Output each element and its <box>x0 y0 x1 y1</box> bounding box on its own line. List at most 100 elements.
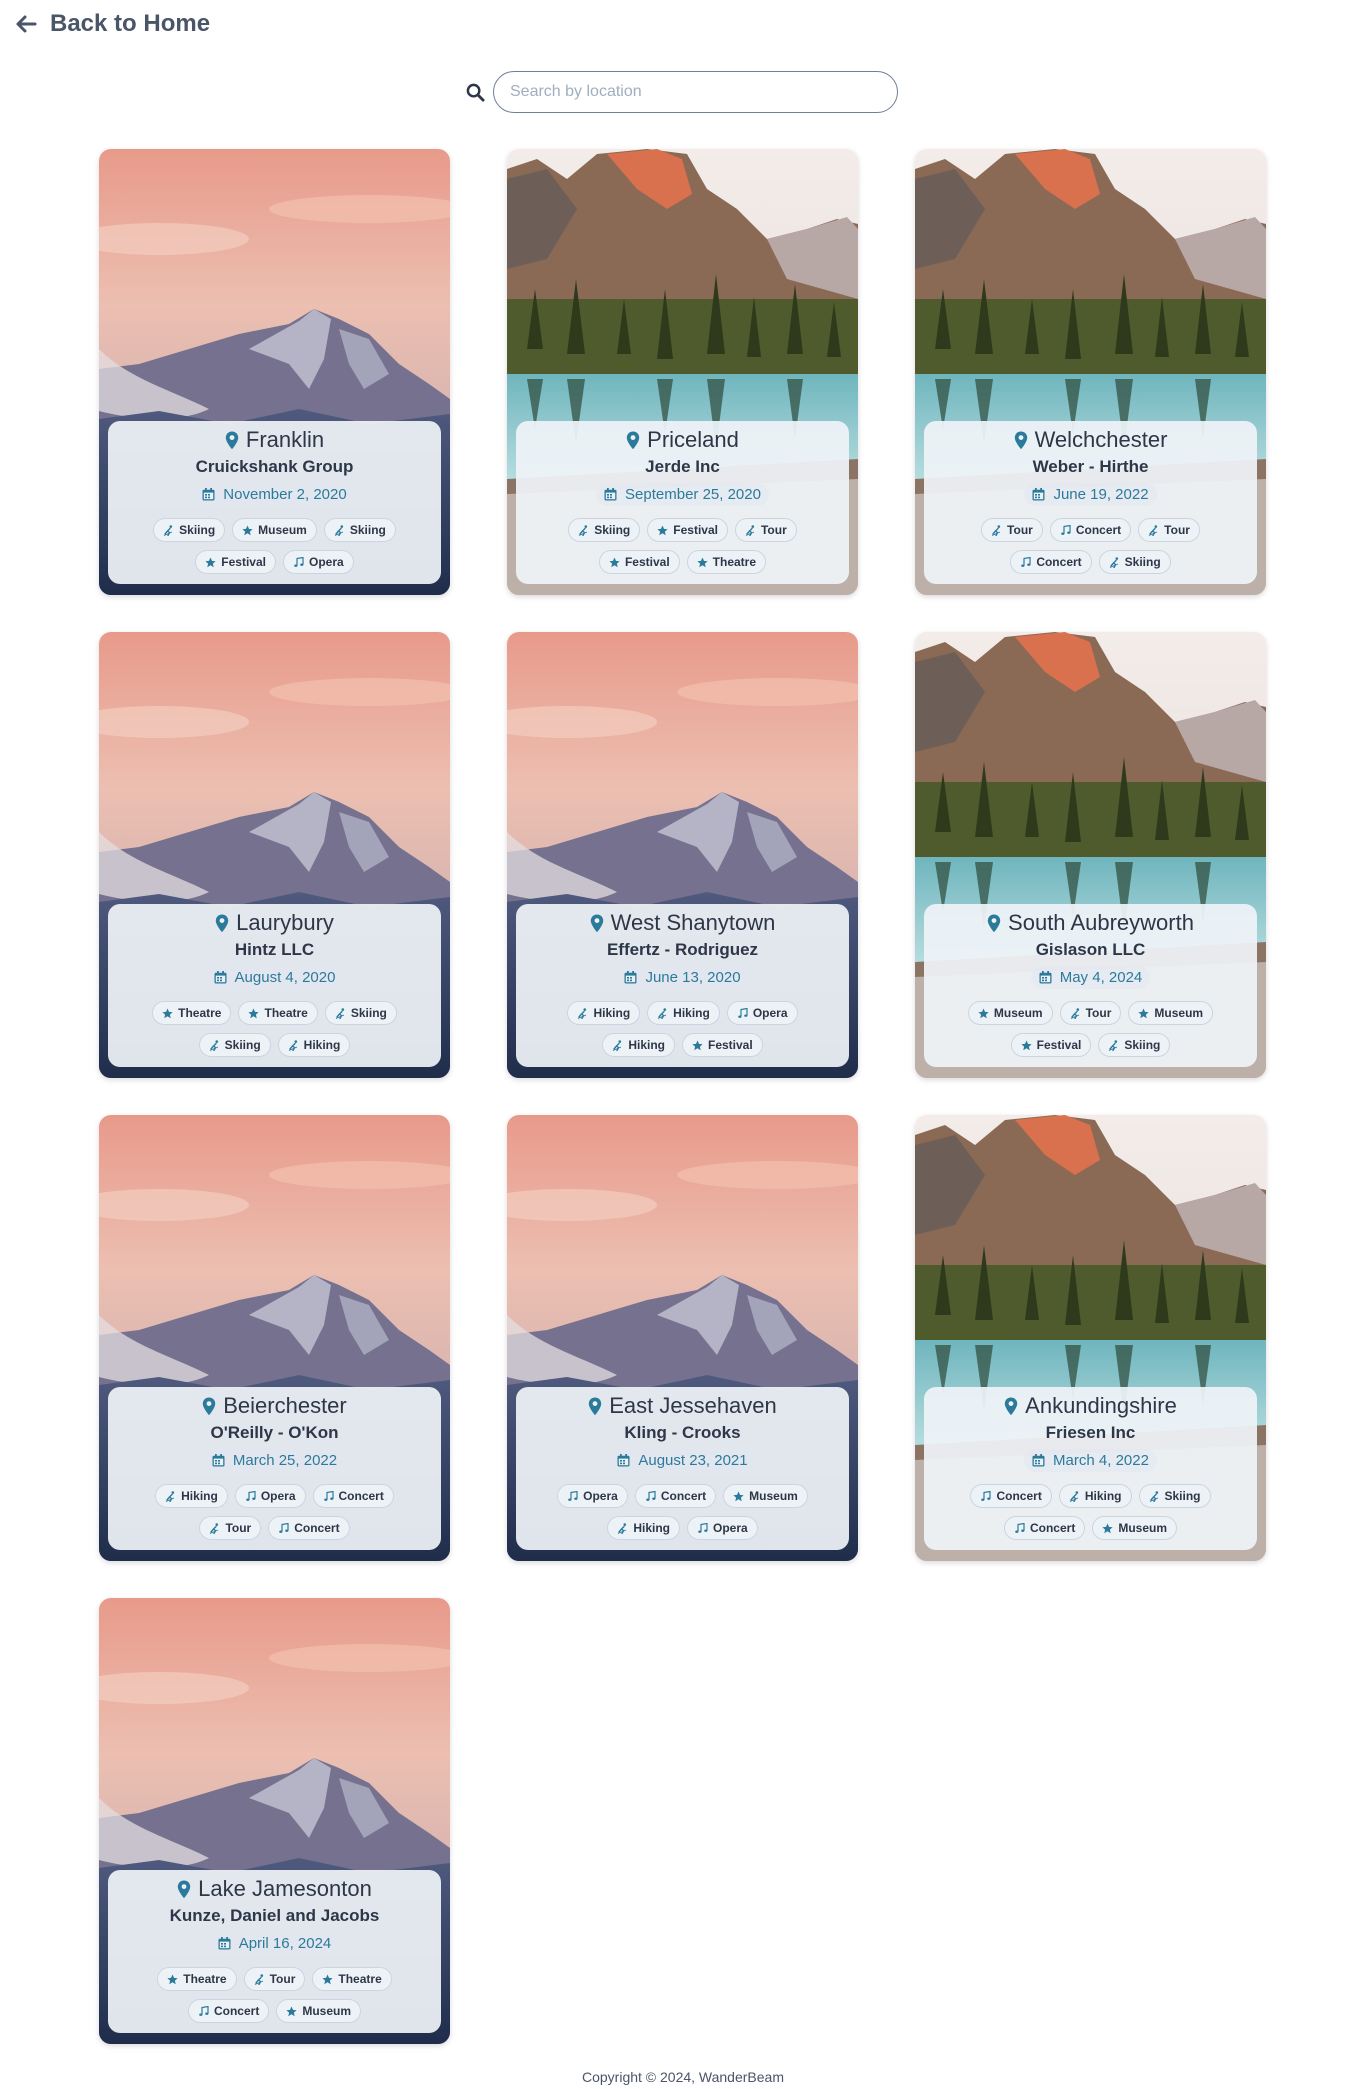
back-to-home-link[interactable]: Back to Home <box>14 10 210 38</box>
destination-card[interactable]: West Shanytown Effertz - Rodriguez June … <box>507 632 858 1078</box>
music-note-icon <box>199 2005 209 2016</box>
music-note-icon <box>568 1490 578 1501</box>
activity-tag[interactable]: Hiking <box>1058 1484 1132 1508</box>
activity-tag[interactable]: Tour <box>199 1516 262 1540</box>
destination-card[interactable]: Welchchester Weber - Hirthe June 19, 202… <box>915 149 1266 595</box>
activity-tag[interactable]: Hiking <box>277 1033 351 1057</box>
activity-tag[interactable]: Opera <box>726 1001 798 1025</box>
activity-tag[interactable]: Hiking <box>647 1001 720 1025</box>
activity-tag[interactable]: Theatre <box>238 1001 318 1025</box>
music-note-icon <box>279 1522 289 1533</box>
activity-tag[interactable]: Hiking <box>155 1484 228 1508</box>
activity-tag[interactable]: Tour <box>981 518 1043 542</box>
activity-tag-label: Tour <box>1007 523 1033 537</box>
destination-card[interactable]: Beierchester O'Reilly - O'Kon March 25, … <box>99 1115 450 1561</box>
activity-tag[interactable]: Skiing <box>153 518 226 542</box>
activity-tag[interactable]: Skiing <box>324 1001 397 1025</box>
activity-tag-label: Hiking <box>628 1038 665 1052</box>
activity-tag[interactable]: Opera <box>557 1484 628 1508</box>
activity-tag[interactable]: Festival <box>647 518 728 542</box>
activity-tag[interactable]: Museum <box>1092 1516 1178 1540</box>
destination-card[interactable]: Priceland Jerde Inc September 25, 2020 S… <box>507 149 858 595</box>
activity-tag-label: Hiking <box>303 1038 341 1052</box>
star-icon <box>167 1974 178 1984</box>
activity-tag[interactable]: Skiing <box>1098 1033 1171 1057</box>
destination-card[interactable]: South Aubreyworth Gislason LLC May 4, 20… <box>915 632 1266 1078</box>
activity-tag[interactable]: Festival <box>1010 1033 1092 1057</box>
activity-tag[interactable]: Opera <box>686 1516 758 1540</box>
location-name: Lake Jamesonton <box>198 1876 372 1901</box>
company-name: Weber - Hirthe <box>1032 457 1149 476</box>
activity-tag[interactable]: Skiing <box>323 518 396 542</box>
activity-tag[interactable]: Tour <box>1138 518 1200 542</box>
activity-tag-label: Museum <box>1118 1521 1168 1535</box>
activity-tag-label: Tour <box>1164 523 1190 537</box>
card-info-panel: Laurybury Hintz LLC August 4, 2020 Theat… <box>108 904 441 1067</box>
destination-card[interactable]: Franklin Cruickshank Group November 2, 2… <box>99 149 450 595</box>
activity-tag[interactable]: Skiing <box>1138 1484 1211 1508</box>
activity-tag[interactable]: Concert <box>970 1484 1052 1508</box>
event-date: March 4, 2022 <box>1024 1449 1157 1472</box>
event-date: August 4, 2020 <box>205 966 344 989</box>
activity-tag[interactable]: Opera <box>283 550 354 574</box>
activity-tag[interactable]: Concert <box>1049 518 1132 542</box>
skier-icon <box>745 524 755 536</box>
activity-tag[interactable]: Theatre <box>312 1967 392 1991</box>
activity-tag[interactable]: Museum <box>276 1999 362 2023</box>
activity-tags: Hiking Hiking Opera Hiking Festival <box>533 1001 833 1057</box>
event-date-text: August 23, 2021 <box>638 1452 748 1469</box>
map-pin-icon <box>225 431 239 449</box>
activity-tag[interactable]: Skiing <box>1098 550 1171 574</box>
activity-tag-label: Concert <box>996 1489 1042 1503</box>
activity-tag[interactable]: Skiing <box>198 1033 271 1057</box>
activity-tag[interactable]: Concert <box>634 1484 717 1508</box>
activity-tag[interactable]: Concert <box>312 1484 394 1508</box>
calendar-icon <box>218 1937 231 1950</box>
activity-tag[interactable]: Tour <box>1059 1001 1122 1025</box>
star-icon <box>733 1491 744 1501</box>
activity-tag[interactable]: Festival <box>195 550 276 574</box>
destination-card[interactable]: Lake Jamesonton Kunze, Daniel and Jacobs… <box>99 1598 450 2044</box>
activity-tag[interactable]: Tour <box>243 1967 306 1991</box>
activity-tag[interactable]: Museum <box>232 518 317 542</box>
search-input[interactable] <box>493 71 898 113</box>
activity-tag-label: Hiking <box>181 1489 218 1503</box>
skier-icon <box>334 524 344 536</box>
activity-tag[interactable]: Tour <box>734 518 797 542</box>
activity-tag-label: Skiing <box>224 1038 261 1052</box>
calendar-icon <box>1039 971 1052 984</box>
activity-tag-label: Tour <box>225 1521 252 1535</box>
activity-tag[interactable]: Hiking <box>607 1516 680 1540</box>
activity-tag-label: Opera <box>260 1489 296 1503</box>
activity-tag[interactable]: Opera <box>234 1484 306 1508</box>
activity-tag[interactable]: Theatre <box>157 1967 237 1991</box>
activity-tag-label: Opera <box>309 555 344 569</box>
activity-tag[interactable]: Theatre <box>686 550 767 574</box>
event-date-text: April 16, 2024 <box>238 1935 332 1952</box>
activity-tag[interactable]: Festival <box>681 1033 763 1057</box>
company-name: Kling - Crooks <box>624 1423 741 1442</box>
activity-tag[interactable]: Museum <box>1128 1001 1214 1025</box>
activity-tag[interactable]: Museum <box>967 1001 1053 1025</box>
card-info-panel: West Shanytown Effertz - Rodriguez June … <box>516 904 849 1067</box>
search-bar <box>466 71 898 113</box>
company-name: Kunze, Daniel and Jacobs <box>169 1906 380 1925</box>
destination-card[interactable]: Ankundingshire Friesen Inc March 4, 2022… <box>915 1115 1266 1561</box>
activity-tag[interactable]: Concert <box>187 1999 270 2023</box>
event-date: November 2, 2020 <box>194 483 355 506</box>
music-note-icon <box>981 1490 992 1501</box>
music-note-icon <box>1021 556 1031 567</box>
activity-tag[interactable]: Concert <box>1010 550 1092 574</box>
activity-tag[interactable]: Museum <box>723 1484 808 1508</box>
activity-tag-label: Museum <box>1154 1006 1204 1020</box>
activity-tag[interactable]: Concert <box>268 1516 350 1540</box>
activity-tag[interactable]: Hiking <box>602 1033 675 1057</box>
activity-tag-label: Concert <box>213 2004 260 2018</box>
destination-card[interactable]: East Jessehaven Kling - Crooks August 23… <box>507 1115 858 1561</box>
activity-tag[interactable]: Theatre <box>152 1001 232 1025</box>
activity-tag[interactable]: Festival <box>598 550 680 574</box>
destination-card[interactable]: Laurybury Hintz LLC August 4, 2020 Theat… <box>99 632 450 1078</box>
activity-tag[interactable]: Concert <box>1003 1516 1086 1540</box>
activity-tag[interactable]: Hiking <box>567 1001 641 1025</box>
activity-tag[interactable]: Skiing <box>568 518 641 542</box>
